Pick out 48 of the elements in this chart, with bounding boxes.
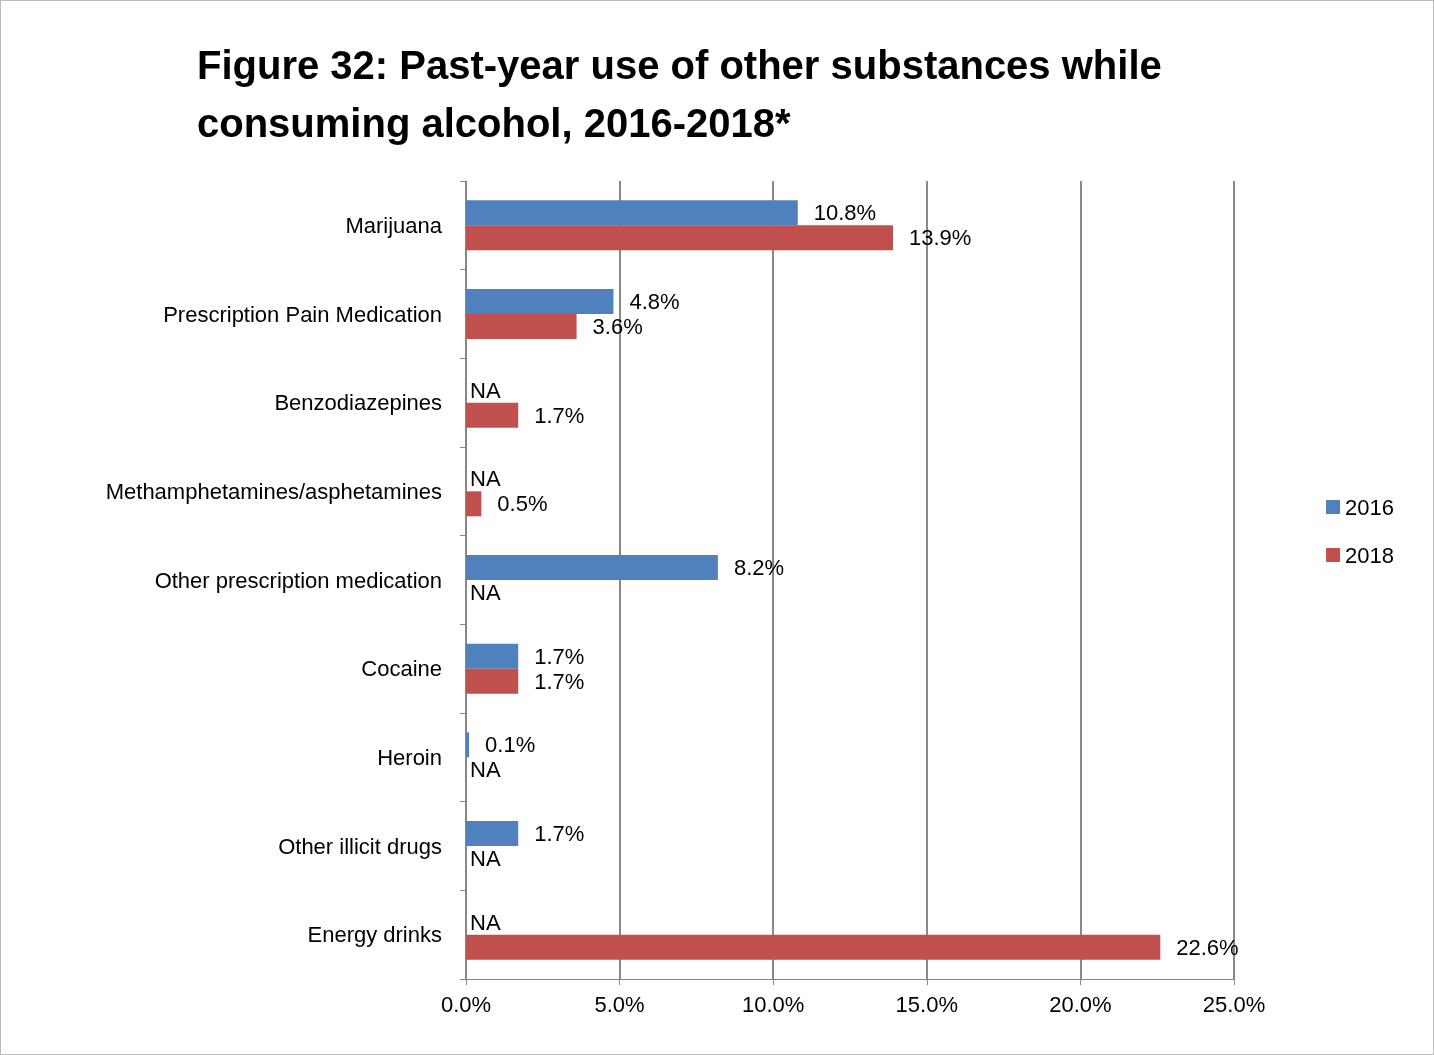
data-label: 13.9% — [909, 225, 972, 251]
y-tick-label: Other prescription medication — [154, 567, 442, 593]
text: NA — [470, 909, 501, 935]
text: NA — [470, 466, 501, 492]
bar — [466, 402, 519, 428]
bar — [466, 821, 519, 846]
data-label: 8.2% — [733, 555, 785, 580]
y-tick-label: Benzodiazepines — [274, 390, 442, 416]
x-tick-label: 0.0% — [440, 991, 492, 1017]
data-label: 1.7% — [534, 821, 585, 846]
bar — [466, 668, 519, 694]
bar — [466, 289, 614, 314]
bar — [466, 314, 577, 339]
y-tick-label: Prescription Pain Medication — [163, 301, 442, 327]
y-tick-label: Cocaine — [361, 656, 442, 682]
x-tick-label: 15.0% — [895, 991, 958, 1017]
data-label: 1.7% — [534, 643, 585, 669]
y-tick-label: Energy drinks — [307, 922, 442, 948]
text: NA — [470, 377, 501, 403]
y-tick-label: Other illicit drugs — [278, 833, 442, 859]
bar — [466, 200, 798, 226]
text: NA — [470, 846, 501, 871]
y-tick-label: Heroin — [377, 744, 442, 770]
data-label: 10.8% — [813, 200, 877, 226]
bar — [466, 491, 482, 517]
text: NA — [470, 580, 501, 605]
bar — [466, 732, 470, 758]
bar — [466, 555, 718, 580]
bar — [466, 643, 519, 669]
data-label: 4.8% — [629, 289, 680, 314]
data-label: 0.1% — [485, 732, 536, 758]
data-label: 3.6% — [592, 314, 643, 339]
data-label: 22.6% — [1176, 934, 1239, 960]
legend-label: 2016 — [1345, 494, 1395, 520]
data-label: 1.7% — [534, 668, 585, 694]
chart-title: Figure 32: Past-year use of other substances while consuming alcohol, 2016-2018* — [197, 43, 1173, 145]
x-tick-label: 20.0% — [1049, 991, 1112, 1017]
data-label: 1.7% — [534, 402, 585, 428]
data-label: 0.5% — [497, 491, 548, 517]
text: NA — [470, 757, 501, 783]
x-tick-label: 10.0% — [742, 991, 805, 1017]
y-tick-label: Methamphetamines/asphetamines — [105, 478, 442, 504]
bar — [466, 225, 894, 251]
legend-label: 2018 — [1345, 542, 1395, 568]
x-tick-label: 25.0% — [1202, 991, 1266, 1017]
x-tick-label: 5.0% — [594, 991, 645, 1017]
bar — [466, 934, 1161, 960]
y-tick-label: Marijuana — [345, 212, 443, 238]
